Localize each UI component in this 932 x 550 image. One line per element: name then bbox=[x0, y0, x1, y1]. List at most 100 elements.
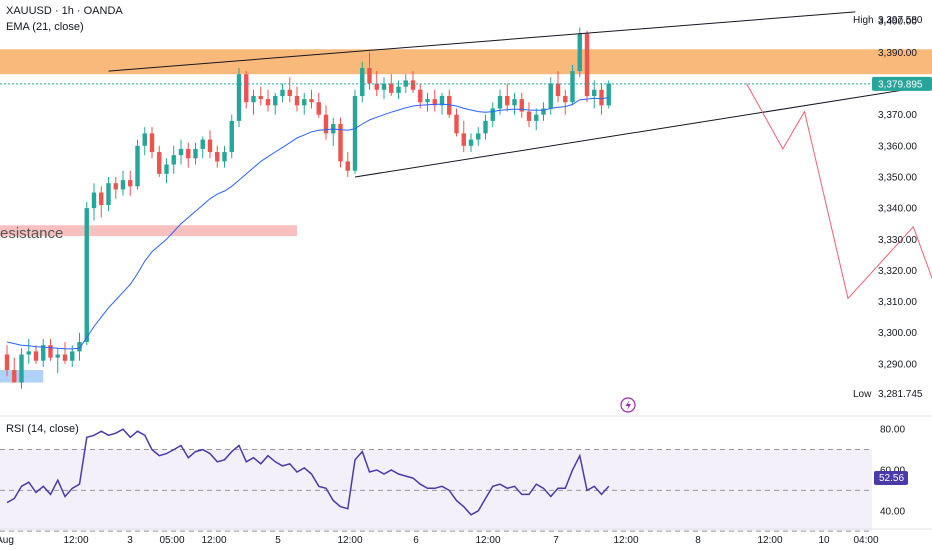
candle-body bbox=[439, 95, 445, 106]
candle-body bbox=[48, 345, 53, 358]
candle-body bbox=[171, 155, 176, 165]
candle-body bbox=[526, 111, 532, 121]
high-label-bg bbox=[849, 13, 875, 27]
resistance-label: esistance bbox=[0, 225, 63, 242]
candle bbox=[519, 92, 524, 118]
candle-body bbox=[389, 83, 394, 93]
candle-body bbox=[244, 74, 249, 103]
candle bbox=[425, 92, 430, 112]
candle bbox=[91, 183, 97, 221]
candle bbox=[490, 102, 495, 128]
candle-body bbox=[99, 192, 104, 205]
candle bbox=[534, 108, 539, 131]
time-tick-label: 12:00 bbox=[63, 535, 88, 546]
price-tick-label: 3,400.00 bbox=[878, 17, 917, 28]
time-tick-label: 05:00 bbox=[159, 535, 184, 546]
candle bbox=[331, 117, 336, 146]
candle bbox=[606, 80, 611, 109]
candle bbox=[592, 80, 597, 109]
time-tick-label: 7 bbox=[553, 535, 559, 546]
candle-body bbox=[164, 164, 169, 174]
candle-body bbox=[432, 99, 437, 106]
drawings-layer bbox=[108, 11, 932, 300]
candle-body bbox=[273, 95, 278, 106]
price-tick-label: 3,340.00 bbox=[878, 204, 917, 215]
candle-body bbox=[19, 354, 24, 383]
candle bbox=[229, 114, 234, 159]
symbol-legend[interactable]: XAUUSD · 1h · OANDA bbox=[6, 5, 123, 17]
candle-body bbox=[555, 83, 561, 96]
candle-body bbox=[55, 354, 60, 358]
candle bbox=[447, 89, 452, 118]
candle-body bbox=[548, 83, 553, 109]
rsi-tick-label: 80.00 bbox=[880, 425, 905, 436]
candle bbox=[41, 338, 46, 367]
lightning-icon[interactable] bbox=[620, 397, 636, 413]
candle bbox=[55, 348, 60, 374]
ema-line bbox=[6, 97, 609, 350]
candle bbox=[207, 130, 213, 159]
rsi-pane[interactable] bbox=[0, 428, 872, 532]
rsi-value-tag bbox=[874, 471, 908, 485]
candle bbox=[12, 357, 17, 383]
candle-body bbox=[584, 33, 590, 96]
candle-body bbox=[157, 152, 162, 174]
low-label: Low bbox=[853, 389, 872, 400]
time-axis[interactable]: Aug 12:00 3 05:00 12:00 5 12:00 6 12:00 7 12:00 8 12… bbox=[0, 535, 879, 546]
candle-body bbox=[222, 152, 227, 162]
candle-body bbox=[33, 351, 39, 361]
high-label: High bbox=[853, 15, 874, 26]
candle bbox=[468, 133, 474, 153]
candle-body bbox=[367, 67, 372, 84]
time-tick-label: 3 bbox=[127, 535, 133, 546]
rsi-axis: 80.00 60.00 40.00 bbox=[880, 425, 905, 518]
candle-body bbox=[120, 180, 126, 190]
rsi-tick-label: 40.00 bbox=[880, 506, 905, 517]
candle bbox=[352, 89, 358, 174]
candle-body bbox=[512, 99, 517, 106]
candle bbox=[99, 186, 104, 218]
supply-zone bbox=[0, 49, 932, 75]
candle bbox=[26, 338, 31, 364]
candle bbox=[113, 176, 118, 199]
candle-body bbox=[4, 354, 10, 371]
candle-body bbox=[193, 148, 198, 159]
candle-body bbox=[461, 133, 466, 146]
candle-body bbox=[345, 161, 350, 171]
candle-body bbox=[497, 95, 503, 109]
candle-body bbox=[563, 95, 568, 103]
candle bbox=[77, 332, 82, 361]
candle bbox=[222, 145, 227, 168]
time-tick-label: 12:00 bbox=[757, 535, 782, 546]
candle bbox=[389, 74, 394, 96]
price-tick-label: 3,350.00 bbox=[878, 172, 917, 183]
candle bbox=[505, 83, 510, 112]
time-tick-label: 10 bbox=[818, 535, 830, 546]
low-value: 3,281.745 bbox=[878, 389, 923, 400]
candle bbox=[106, 176, 111, 212]
candle bbox=[265, 89, 271, 112]
candle-body bbox=[381, 83, 387, 90]
candle-body bbox=[360, 67, 365, 96]
candle bbox=[200, 136, 205, 159]
candle-body bbox=[62, 354, 68, 361]
candle bbox=[142, 127, 147, 156]
candle bbox=[563, 89, 568, 115]
candle-body bbox=[280, 89, 285, 96]
candle bbox=[244, 71, 249, 109]
candle-body bbox=[468, 139, 474, 146]
price-axis[interactable]: 3,400.00 3,390.00 3,370.00 3,360.00 3,350.00… bbox=[878, 17, 917, 371]
candle-body bbox=[113, 183, 118, 190]
price-tick-label: 3,300.00 bbox=[878, 328, 917, 339]
wedge-lower-line bbox=[354, 84, 932, 178]
projection-path bbox=[746, 83, 932, 300]
candle bbox=[128, 170, 133, 196]
candle bbox=[120, 170, 126, 196]
candle-body bbox=[26, 351, 31, 355]
ema-legend[interactable]: EMA (21, close) bbox=[6, 21, 84, 33]
candle-body bbox=[454, 114, 459, 134]
candle bbox=[526, 102, 532, 128]
candle bbox=[577, 27, 582, 78]
rsi-legend[interactable]: RSI (14, close) bbox=[6, 423, 79, 435]
